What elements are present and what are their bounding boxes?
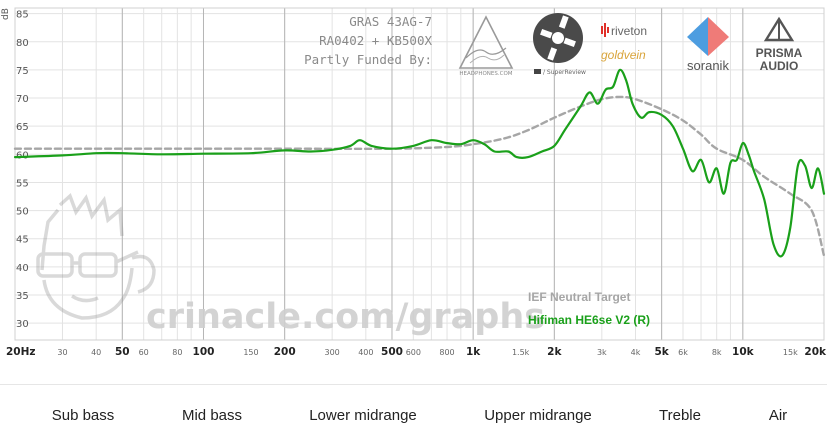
- x-tick-label: 6k: [678, 348, 688, 357]
- y-tick-label: 50: [16, 207, 29, 218]
- x-tick-label: 15k: [783, 348, 798, 357]
- x-tick-label: 30: [57, 348, 67, 357]
- y-tick-label: 85: [16, 10, 29, 21]
- headphones-com-logo: HEADPHONES.COM: [458, 15, 514, 77]
- band-air: Air: [768, 407, 788, 424]
- prisma-label: PRISMA: [756, 46, 803, 60]
- x-tick-label: 3k: [597, 348, 607, 357]
- rig-line-1: GRAS 43AG-7: [349, 14, 432, 29]
- legend-item-measurement[interactable]: Hifiman HE6se V2 (R): [528, 313, 650, 327]
- x-tick-label: 200: [274, 346, 296, 358]
- superreview-logo: / SuperReview: [533, 13, 586, 76]
- x-tick-label: 4k: [631, 348, 641, 357]
- riveton-label: riveton: [611, 24, 647, 38]
- x-tick-label: 5k: [654, 346, 669, 358]
- band-mid-bass: Mid bass: [181, 407, 243, 424]
- y-unit-label: dB: [1, 8, 11, 20]
- y-tick-label: 40: [16, 263, 29, 274]
- x-tick-label: 10k: [732, 346, 755, 358]
- crinacle-watermark-text: crinacle.com/graphs: [146, 297, 545, 337]
- band-treble: Treble: [659, 407, 701, 424]
- x-tick-label: 800: [439, 348, 454, 357]
- x-tick-label: 8k: [712, 348, 722, 357]
- crinacle-mascot-watermark: [36, 192, 156, 320]
- x-tick-label: 60: [139, 348, 149, 357]
- goldvein-label: goldvein: [601, 48, 646, 62]
- x-tick-label: 40: [91, 348, 101, 357]
- series-lines: [13, 68, 826, 258]
- y-tick-label: 80: [16, 38, 29, 49]
- x-tick-label: 500: [381, 346, 403, 358]
- frequency-response-chart: GRAS 43AG-7 RA0402 + KB500X Partly Funde…: [1, 7, 827, 358]
- y-tick-label: 30: [16, 319, 29, 330]
- band-sub-bass: Sub bass: [51, 407, 115, 424]
- x-tick-label: 400: [358, 348, 373, 357]
- x-tick-label: 50: [115, 346, 130, 358]
- superreview-label: / SuperReview: [543, 69, 586, 76]
- legend: IEF Neutral Target Hifiman HE6se V2 (R): [528, 290, 650, 327]
- soranik-logo: soranik: [687, 17, 729, 73]
- band-lower-midrange: Lower midrange: [309, 407, 417, 424]
- x-tick-label: 20k: [804, 346, 827, 358]
- y-tick-label: 75: [16, 66, 29, 77]
- y-tick-label: 35: [16, 291, 29, 302]
- headphones-com-label: HEADPHONES.COM: [459, 71, 512, 77]
- riveton-logo: riveton: [601, 23, 647, 38]
- chart-grid: [14, 7, 825, 341]
- x-tick-label: 300: [325, 348, 340, 357]
- prisma-audio-logo: PRISMA AUDIO: [756, 16, 803, 73]
- y-tick-label: 55: [16, 178, 29, 189]
- y-tick-label: 65: [16, 122, 29, 133]
- y-tick-label: 70: [16, 94, 29, 105]
- x-tick-label: 1.5k: [512, 348, 530, 357]
- x-tick-label: 1k: [466, 346, 481, 358]
- target-curve: [13, 95, 826, 257]
- soranik-label: soranik: [687, 58, 729, 73]
- rig-line-2: RA0402 + KB500X: [319, 33, 432, 48]
- y-tick-label: 45: [16, 235, 29, 246]
- audio-label: AUDIO: [760, 59, 799, 73]
- x-tick-label: 80: [172, 348, 182, 357]
- plot-frame: [14, 7, 825, 341]
- x-tick-label: 150: [243, 348, 258, 357]
- funded-by-label: Partly Funded By:: [304, 52, 432, 67]
- x-tick-label: 20Hz: [6, 346, 36, 358]
- x-tick-label: 600: [406, 348, 421, 357]
- measurement-curve: [13, 68, 826, 258]
- legend-item-target[interactable]: IEF Neutral Target: [528, 290, 630, 304]
- x-tick-label: 100: [193, 346, 215, 358]
- x-tick-label: 2k: [547, 346, 562, 358]
- frequency-band-bar: Sub bass Mid bass Lower midrange Upper m…: [0, 384, 827, 439]
- band-upper-midrange: Upper midrange: [484, 407, 592, 424]
